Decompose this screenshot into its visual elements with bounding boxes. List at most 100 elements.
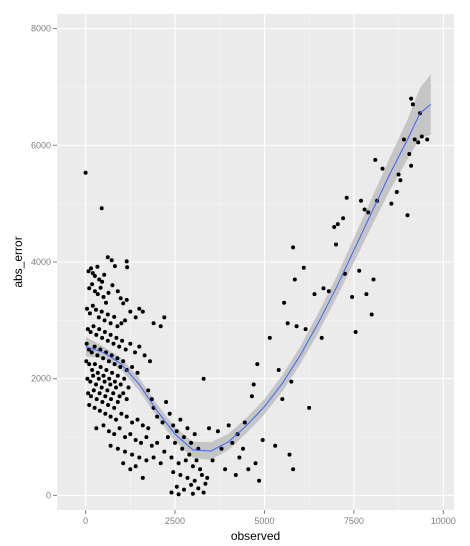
data-point [108, 382, 113, 387]
data-point [282, 300, 287, 305]
data-point [190, 491, 195, 496]
data-point [121, 461, 126, 466]
data-point [86, 269, 91, 274]
data-point [97, 327, 102, 332]
data-point [99, 206, 104, 211]
data-point [101, 423, 106, 428]
x-axis-title: observed [231, 529, 280, 543]
data-point [183, 458, 188, 463]
data-point [144, 435, 149, 440]
data-point [128, 341, 133, 346]
data-point [192, 432, 197, 437]
data-point [100, 400, 105, 404]
data-point [230, 440, 235, 445]
data-point [257, 478, 262, 483]
data-point [86, 391, 91, 396]
data-point [182, 435, 186, 440]
data-point [121, 359, 126, 364]
data-point [326, 289, 331, 294]
data-point [140, 423, 145, 428]
data-point [223, 467, 228, 472]
data-point [107, 376, 112, 381]
data-point [106, 403, 111, 407]
data-point [394, 190, 399, 194]
y-axis-ticks: 0 2000 4000 6000 8000 [31, 24, 57, 500]
data-point [401, 137, 406, 142]
data-point [287, 452, 292, 457]
data-point [267, 335, 272, 340]
data-point [192, 478, 197, 483]
data-point [276, 368, 281, 372]
data-point [94, 382, 98, 387]
data-point [94, 332, 99, 337]
data-point [92, 362, 97, 367]
data-point [120, 338, 125, 343]
data-point [373, 157, 378, 162]
data-point [87, 403, 92, 407]
data-point [162, 449, 167, 454]
data-point [95, 264, 100, 269]
data-point [425, 137, 430, 142]
data-point [108, 414, 113, 419]
data-point [95, 353, 100, 358]
data-point [146, 388, 151, 393]
data-point [123, 449, 127, 454]
data-point [97, 408, 102, 413]
x-tick-label: 0 [83, 516, 88, 526]
data-point [289, 379, 294, 384]
data-point [115, 373, 120, 378]
data-point [83, 170, 88, 175]
data-point [135, 417, 140, 422]
data-point [108, 332, 113, 337]
data-point [419, 134, 424, 139]
data-point [102, 330, 107, 334]
data-point [112, 405, 117, 410]
data-point [303, 327, 308, 332]
data-point [105, 338, 110, 343]
data-point [149, 397, 154, 402]
data-point [124, 414, 129, 419]
data-point [146, 426, 151, 431]
data-point [178, 417, 183, 422]
data-point [130, 420, 135, 425]
data-point [251, 382, 256, 387]
data-point [111, 391, 116, 396]
data-point [319, 335, 324, 340]
data-point [110, 370, 115, 375]
data-point [130, 365, 135, 369]
data-point [151, 321, 156, 326]
data-point [108, 443, 113, 448]
data-point [97, 277, 102, 282]
data-point [189, 440, 194, 445]
data-point [118, 296, 123, 301]
data-point [182, 487, 186, 492]
data-point [155, 414, 160, 419]
data-point [133, 438, 138, 442]
data-point [87, 311, 92, 316]
data-point [207, 426, 211, 431]
data-point [396, 172, 401, 177]
data-point [198, 467, 203, 472]
data-point [201, 490, 206, 495]
data-point [292, 277, 297, 282]
data-point [91, 388, 96, 393]
data-point [98, 285, 103, 290]
x-tick-label: 7500 [344, 516, 364, 526]
data-point [185, 475, 190, 480]
data-point [105, 388, 110, 393]
data-point [291, 467, 296, 472]
data-point [362, 207, 367, 212]
data-point [237, 455, 242, 460]
data-point [412, 137, 417, 142]
data-point [99, 385, 104, 390]
data-point [301, 265, 306, 270]
data-point [92, 289, 97, 294]
data-point [219, 446, 224, 451]
data-point [86, 347, 91, 352]
data-point [165, 435, 170, 440]
data-point [115, 400, 120, 404]
data-point [137, 455, 142, 460]
data-point [389, 201, 394, 206]
data-point [158, 324, 163, 329]
data-point [104, 300, 108, 305]
